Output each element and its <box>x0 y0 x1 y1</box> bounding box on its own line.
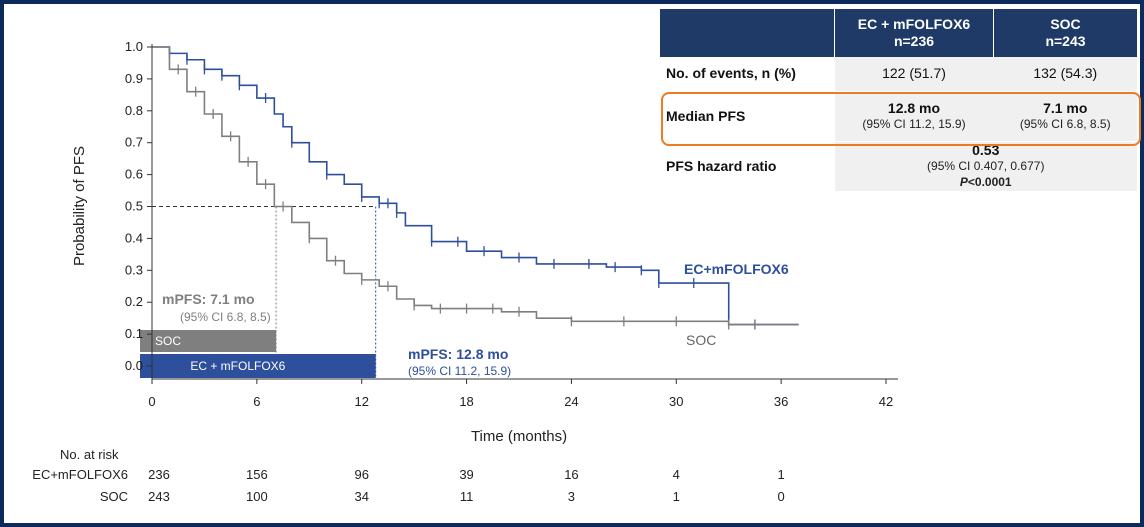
km-chart: SOC EC + mFOLFOX6 0.0 0.1 0.2 0.3 0.4 0.5 0.6 0.… <box>32 39 898 504</box>
ec-mpfs-ci: (95% CI 11.2, 15.9) <box>408 364 511 378</box>
soc-mpfs-label: mPFS: 7.1 mo <box>162 291 255 307</box>
risk-value: 34 <box>354 489 368 504</box>
y-tick-label: 0.4 <box>125 230 143 245</box>
ec-mpfs-label: mPFS: 12.8 mo <box>408 346 508 362</box>
stats-header-ec: EC + mFOLFOX6 n=236 <box>834 9 994 57</box>
x-axis-label: Time (months) <box>471 428 567 445</box>
median-pfs-ec: 12.8 mo (95% CI 11.2, 15.9) <box>834 91 994 142</box>
median-soc-value: 7.1 mo <box>1043 99 1088 116</box>
soc-curve <box>152 46 799 326</box>
risk-value: 0 <box>778 489 785 504</box>
x-tick-label: 6 <box>253 394 260 409</box>
figure-panel: SOC EC + mFOLFOX6 0.0 0.1 0.2 0.3 0.4 0.5 0.6 0.… <box>4 4 1141 523</box>
p-label: P <box>959 174 968 189</box>
ec-median-bar <box>140 354 376 378</box>
x-tick-label: 18 <box>459 394 473 409</box>
risk-value: 16 <box>564 467 578 482</box>
row-events: No. of events, n (%) 122 (51.7) 132 (54.… <box>660 57 1137 92</box>
risk-value: 3 <box>568 489 575 504</box>
median-soc-ci: (95% CI 6.8, 8.5) <box>1019 116 1111 131</box>
hazard-ci: (95% CI 0.407, 0.677) <box>927 158 1045 173</box>
ec-curve <box>152 46 799 326</box>
risk-value: 100 <box>246 489 268 504</box>
y-tick-label: 0.1 <box>125 326 143 341</box>
x-tick-label: 42 <box>879 394 893 409</box>
hazard-p: P<0.0001 <box>960 175 1012 189</box>
risk-value: 96 <box>354 467 368 482</box>
ec-header-label: EC + mFOLFOX6 <box>857 16 971 32</box>
stats-header-soc: SOC n=243 <box>993 9 1137 57</box>
risk-value: 236 <box>148 467 170 482</box>
row-hazard: PFS hazard ratio 0.53 (95% CI 0.407, 0.67… <box>660 141 1137 192</box>
soc-header-n: n=243 <box>1045 33 1086 49</box>
hazard-value-cell: 0.53 (95% CI 0.407, 0.677) P<0.0001 <box>834 141 1137 192</box>
median-ec-ci: (95% CI 11.2, 15.9) <box>862 116 966 131</box>
y-tick-label: 0.3 <box>125 262 143 277</box>
p-value: <0.0001 <box>967 174 1012 189</box>
risk-row-label: EC+mFOLFOX6 <box>32 467 128 482</box>
risk-value: 1 <box>778 467 785 482</box>
ec-series-label: EC+mFOLFOX6 <box>684 261 789 277</box>
x-tick-label: 24 <box>564 394 578 409</box>
y-tick-label: 0.6 <box>125 167 143 182</box>
y-tick-label: 0.0 <box>125 358 143 373</box>
events-soc: 132 (54.3) <box>993 57 1137 92</box>
risk-value: 4 <box>673 467 680 482</box>
ec-header-n: n=236 <box>893 33 935 49</box>
row-median-pfs: Median PFS 12.8 mo (95% CI 11.2, 15.9) 7.… <box>660 91 1137 142</box>
median-pfs-label: Median PFS <box>660 91 835 142</box>
y-tick-label: 0.5 <box>125 199 143 214</box>
y-tick-label: 0.2 <box>125 294 143 309</box>
y-tick-label: 0.9 <box>125 71 143 86</box>
median-ec-value: 12.8 mo <box>887 99 941 116</box>
risk-value: 11 <box>460 489 474 504</box>
soc-series-label: SOC <box>686 332 716 348</box>
risk-table-title: No. at risk <box>60 447 119 462</box>
median-pfs-highlight <box>661 92 1141 146</box>
risk-value: 1 <box>673 489 680 504</box>
risk-value: 156 <box>246 467 268 482</box>
soc-median-bar <box>140 330 277 352</box>
risk-row-label: SOC <box>100 489 128 504</box>
x-tick-label: 0 <box>148 394 155 409</box>
median-pfs-soc: 7.1 mo (95% CI 6.8, 8.5) <box>993 91 1137 142</box>
y-tick-label: 0.8 <box>125 103 143 118</box>
y-tick-label: 1.0 <box>125 39 143 54</box>
x-tick-label: 12 <box>354 394 368 409</box>
risk-value: 39 <box>459 467 473 482</box>
stats-header-blank <box>660 9 835 57</box>
ec-bar-label: EC + mFOLFOX6 <box>190 359 285 373</box>
risk-value: 243 <box>148 489 170 504</box>
x-tick-label: 36 <box>774 394 788 409</box>
soc-header-label: SOC <box>1050 16 1081 32</box>
events-ec: 122 (51.7) <box>834 57 994 92</box>
y-axis-label: Probability of PFS <box>71 146 88 266</box>
stats-table: EC + mFOLFOX6 n=236 SOC n=243 No. of event… <box>660 9 1137 192</box>
hazard-label: PFS hazard ratio <box>660 141 835 192</box>
y-tick-label: 0.7 <box>125 135 143 150</box>
events-label: No. of events, n (%) <box>660 57 835 92</box>
soc-bar-label: SOC <box>155 334 181 348</box>
x-tick-label: 30 <box>669 394 683 409</box>
soc-mpfs-ci: (95% CI 6.8, 8.5) <box>180 310 271 324</box>
